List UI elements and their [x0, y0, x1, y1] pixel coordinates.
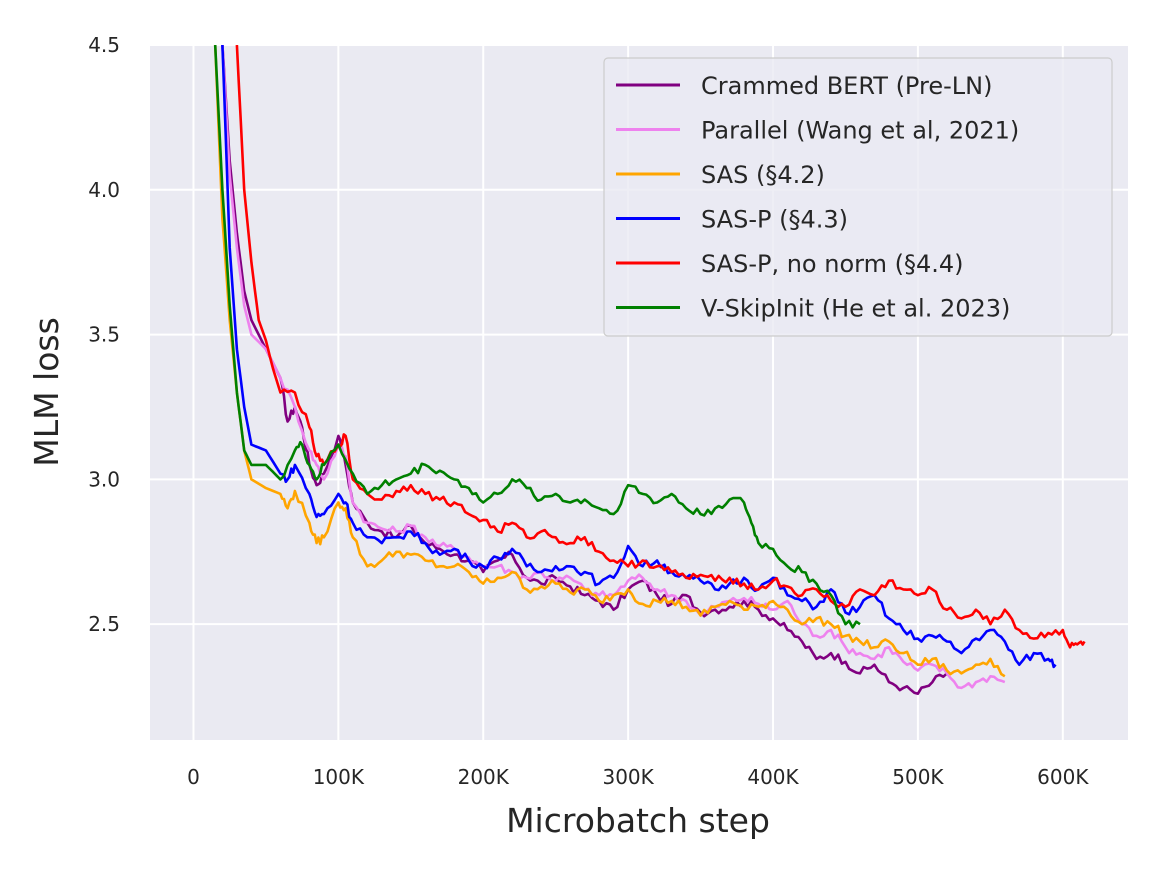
series-line-6: [213, 45, 861, 629]
legend-label: Crammed BERT (Pre-LN): [701, 72, 992, 100]
series-line-4: [221, 45, 1057, 669]
y-tick-label: 4.5: [88, 33, 120, 57]
x-axis-title: Microbatch step: [506, 801, 770, 840]
x-tick-label: 200K: [458, 765, 510, 789]
y-axis-title: MLM loss: [27, 317, 66, 467]
legend-label: SAS-P, no norm (§4.4): [701, 250, 964, 278]
tick-labels: 0 100K 200K 300K 400K 500K 600K 2.5 3.0 3.5 4.0 4.5: [88, 33, 1089, 789]
x-tick-label: 400K: [747, 765, 799, 789]
x-tick-label: 600K: [1037, 765, 1089, 789]
series-line-3: [213, 45, 1006, 678]
legend-label: V-SkipInit (He et al. 2023): [701, 295, 1010, 323]
legend: Crammed BERT (Pre-LN) Parallel (Wang et a…: [603, 57, 1113, 337]
x-tick-label: 300K: [602, 765, 654, 789]
y-tick-label: 3.5: [88, 323, 120, 347]
x-tick-label: 100K: [313, 765, 365, 789]
y-tick-label: 2.5: [88, 612, 120, 636]
legend-label: SAS-P (§4.3): [701, 206, 848, 234]
series-lines: [213, 45, 1086, 695]
x-tick-label: 0: [187, 765, 200, 789]
legend-box: [603, 57, 1113, 337]
y-tick-label: 4.0: [88, 178, 120, 202]
legend-label: SAS (§4.2): [701, 161, 825, 189]
y-tick-label: 3.0: [88, 467, 120, 491]
x-tick-label: 500K: [892, 765, 944, 789]
legend-label: Parallel (Wang et al, 2021): [701, 117, 1019, 145]
